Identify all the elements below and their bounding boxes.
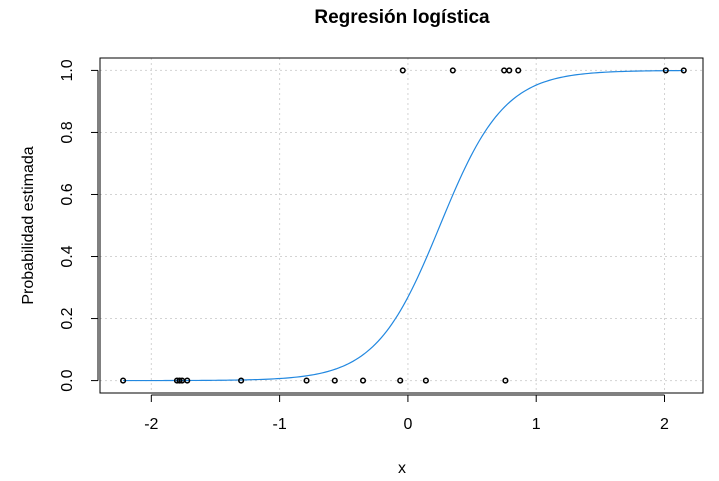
fitted-curve xyxy=(123,69,684,382)
y-axis-label: Probabilidad estimada xyxy=(20,146,37,304)
data-point-18 xyxy=(680,67,687,74)
chart-title: Regresión logística xyxy=(314,7,490,28)
data-point-13 xyxy=(449,67,456,74)
x-tick-label-1: -1 xyxy=(272,416,286,433)
data-point-9 xyxy=(397,377,404,384)
data-point-16 xyxy=(515,67,522,74)
data-point-17 xyxy=(662,67,669,74)
y-tick-label-2: 0.4 xyxy=(59,245,76,267)
data-point-15 xyxy=(506,67,513,74)
data-point-4 xyxy=(184,377,191,384)
logistic-curve xyxy=(123,69,684,382)
data-point-11 xyxy=(502,377,509,384)
y-tick-label-5: 1.0 xyxy=(59,59,76,81)
data-point-5 xyxy=(238,377,245,384)
plot-frame xyxy=(99,57,704,394)
y-tick-label-0: 0.0 xyxy=(59,369,76,391)
data-point-10 xyxy=(422,377,429,384)
x-axis: -2 -1 0 1 2 xyxy=(144,394,669,433)
y-tick-label-4: 0.8 xyxy=(59,121,76,143)
data-point-12 xyxy=(399,67,406,74)
x-tick-label-3: 1 xyxy=(532,416,541,433)
x-tick-label-4: 2 xyxy=(660,416,669,433)
x-axis-label: x xyxy=(398,460,406,477)
y-axis: 0.0 0.2 0.4 0.6 0.8 1.0 xyxy=(59,59,99,392)
data-point-6 xyxy=(303,377,310,384)
data-point-8 xyxy=(359,377,367,384)
y-tick-label-1: 0.2 xyxy=(59,307,76,329)
x-tick-label-2: 0 xyxy=(403,416,412,433)
observed-points xyxy=(120,67,687,384)
data-point-0 xyxy=(120,377,127,384)
y-tick-label-3: 0.6 xyxy=(59,183,76,205)
x-tick-label-0: -2 xyxy=(144,416,158,433)
data-point-2 xyxy=(176,377,183,384)
data-point-7 xyxy=(331,377,338,384)
grid-lines xyxy=(100,58,703,393)
